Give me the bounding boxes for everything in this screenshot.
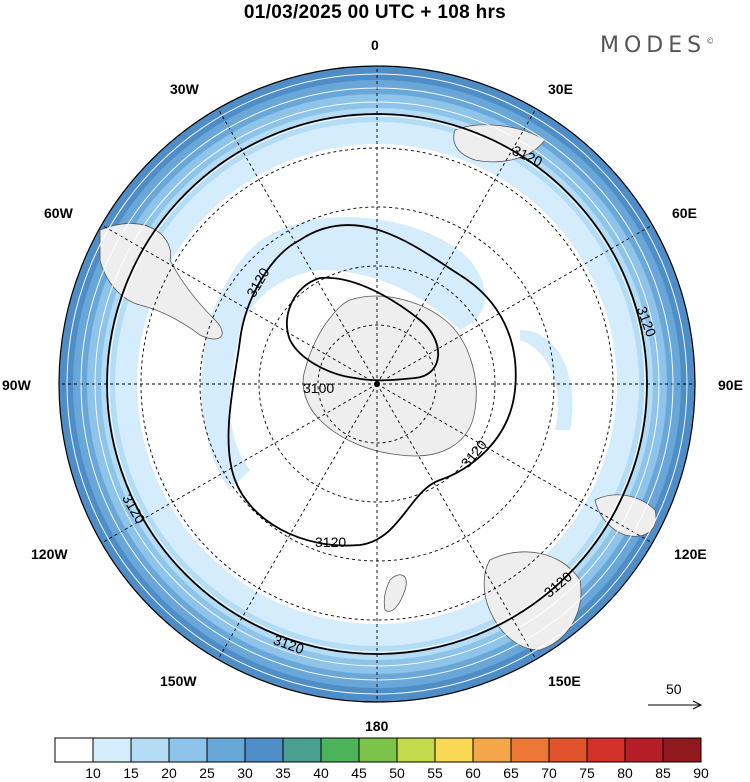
colorbar-swatch [510, 737, 550, 763]
colorbar: 10 15 20 25 30 35 40 45 50 55 60 65 70 75 80 85 90 [54, 737, 709, 781]
colorbar-swatch [206, 737, 246, 763]
colorbar-swatch [92, 737, 132, 763]
colorbar-swatch [244, 737, 284, 763]
copyright-mark: © [706, 36, 715, 46]
meridian-line [217, 108, 378, 385]
colorbar-tick-label: 35 [275, 765, 291, 781]
colorbar-tick-label: 25 [199, 765, 215, 781]
flow-lines [66, 73, 688, 695]
lon-label-150w: 150W [160, 673, 197, 689]
meridian-line [217, 383, 378, 660]
colorbar-swatch [662, 737, 702, 763]
colorbar-tick-label: 70 [541, 765, 557, 781]
height-contours [106, 113, 648, 655]
colorbar-tick-label: 30 [237, 765, 253, 781]
contour-3120-inner [227, 224, 517, 547]
lon-label-0: 0 [371, 37, 379, 53]
colorbar-tick-label: 45 [351, 765, 367, 781]
brand-logo: MODES© [600, 33, 714, 58]
colorbar-swatch [624, 737, 664, 763]
colorbar-swatch [434, 737, 474, 763]
colorbar-tick-label: 80 [617, 765, 633, 781]
lon-label-90e: 90E [718, 377, 743, 393]
meridian-line [376, 383, 537, 660]
colorbar-swatch [548, 737, 588, 763]
colorbar-swatch [586, 737, 626, 763]
graticule [59, 66, 695, 702]
colorbar-swatch [472, 737, 512, 763]
map-border [58, 65, 696, 703]
colorbar-tick-label: 65 [503, 765, 519, 781]
colorbar-tick-label: 15 [123, 765, 139, 781]
lon-label-30w: 30W [170, 81, 200, 97]
lon-label-120e: 120E [674, 546, 707, 562]
lon-label-150e: 150E [548, 673, 581, 689]
colorbar-swatch [168, 737, 208, 763]
colorbar-swatch [320, 737, 360, 763]
colorbar-swatch [282, 737, 322, 763]
meridian-line [376, 383, 653, 544]
colorbar-swatch [130, 737, 170, 763]
lon-label-30e: 30E [548, 81, 573, 97]
contour-label-3120: 3120 [315, 534, 346, 550]
contour-3100 [285, 276, 440, 382]
meridian-line [376, 108, 537, 385]
colorbar-tick-label: 90 [693, 765, 709, 781]
lon-label-120w: 120W [31, 546, 68, 562]
reference-vector-label: 50 [666, 681, 682, 697]
reference-arrow-head [692, 700, 703, 710]
lon-label-60e: 60E [672, 205, 697, 221]
colorbar-tick-label: 85 [655, 765, 671, 781]
colorbar-tick-label: 40 [313, 765, 329, 781]
map-title: 01/03/2025 00 UTC + 108 hrs [243, 2, 507, 23]
australia [483, 551, 582, 651]
contour-3120-outer [106, 113, 648, 655]
new-zealand [383, 574, 407, 612]
longitude-labels: 0 30E 60E 90E 120E 150E 180 150W 120W 90… [2, 37, 743, 734]
tasmania-coast [594, 494, 657, 537]
colorbar-swatch [54, 737, 94, 763]
meridian-line [101, 224, 378, 385]
brand-name: MODES [600, 33, 707, 58]
colorbar-swatch [396, 737, 436, 763]
lon-label-60w: 60W [44, 205, 74, 221]
lon-label-180: 180 [365, 718, 389, 734]
colorbar-tick-label: 50 [389, 765, 405, 781]
south-america [99, 223, 223, 340]
south-pole-marker [374, 381, 380, 387]
colorbar-swatch [358, 737, 398, 763]
colorbar-tick-label: 60 [465, 765, 481, 781]
land-masses [99, 124, 657, 651]
colorbar-tick-label: 75 [579, 765, 595, 781]
colorbar-tick-label: 10 [85, 765, 101, 781]
meridian-line [376, 224, 653, 385]
reference-vector: 50 [648, 681, 703, 710]
lon-label-90w: 90W [2, 377, 32, 393]
colorbar-tick-label: 55 [427, 765, 443, 781]
meridian-line [101, 383, 378, 544]
colorbar-tick-label: 20 [161, 765, 177, 781]
contour-label-3100: 3100 [303, 380, 334, 396]
